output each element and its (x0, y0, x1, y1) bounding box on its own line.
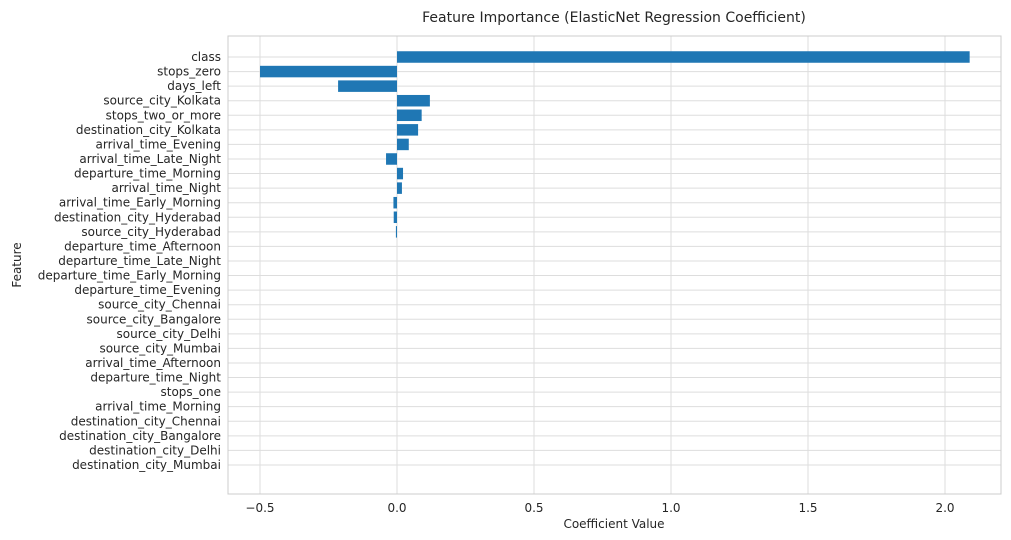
y-tick-label: arrival_time_Evening (96, 137, 221, 151)
bar-destination-city-hyderabad (393, 211, 397, 224)
grid-lines (228, 36, 1001, 494)
y-axis-label: Feature (10, 242, 24, 287)
y-tick-label: destination_city_Mumbai (72, 458, 221, 472)
bar-source-city-kolkata (397, 94, 430, 107)
bar-days-left (338, 80, 397, 92)
bar-arrival-time-late-night (386, 153, 397, 165)
bar-arrival-time-evening (397, 138, 409, 151)
bar-departure-time-morning (397, 167, 404, 180)
y-tick-label: source_city_Hyderabad (81, 225, 221, 239)
bars (260, 51, 970, 238)
bar-destination-city-kolkata (397, 124, 419, 136)
y-tick-label: source_city_Chennai (98, 298, 221, 312)
x-tick-labels: −0.5 0.0 0.5 1.0 1.5 2.0 (245, 501, 954, 515)
bar-source-city-hyderabad (395, 226, 397, 238)
y-tick-label: class (191, 50, 221, 64)
y-tick-label: arrival_time_Night (112, 181, 222, 195)
y-tick-label: departure_time_Afternoon (64, 239, 221, 253)
y-tick-label: departure_time_Night (90, 371, 221, 385)
x-tick-label: 2.0 (935, 501, 954, 515)
x-axis-label: Coefficient Value (563, 517, 664, 531)
y-tick-label: arrival_time_Late_Night (79, 152, 221, 166)
y-tick-label: destination_city_Delhi (89, 443, 221, 457)
y-tick-label: days_left (167, 79, 221, 93)
chart-title: Feature Importance (ElasticNet Regressio… (422, 10, 806, 26)
y-tick-label: destination_city_Bangalore (59, 429, 221, 443)
bar-arrival-time-night (397, 182, 402, 194)
y-tick-label: source_city_Mumbai (99, 341, 221, 355)
y-tick-label: source_city_Delhi (117, 327, 221, 341)
y-tick-label: arrival_time_Morning (95, 400, 221, 414)
bar-arrival-time-early-morning (393, 196, 397, 209)
y-tick-label: source_city_Bangalore (87, 312, 221, 326)
y-tick-label: source_city_Kolkata (103, 94, 221, 108)
x-tick-label: 0.0 (387, 501, 406, 515)
bar-stops-zero (260, 65, 397, 78)
x-tick-label: −0.5 (245, 501, 274, 515)
y-tick-label: departure_time_Evening (74, 283, 221, 297)
bar-class (397, 51, 970, 63)
y-tick-label: departure_time_Morning (74, 167, 221, 181)
y-tick-label: stops_zero (157, 65, 221, 79)
x-tick-label: 1.0 (661, 501, 680, 515)
plot-frame (227, 35, 1002, 495)
y-tick-label: destination_city_Chennai (71, 414, 221, 428)
y-tick-label: arrival_time_Early_Morning (59, 196, 221, 210)
bar-stops-two-or-more (397, 109, 422, 122)
y-tick-label: departure_time_Early_Morning (38, 269, 221, 283)
y-tick-label: destination_city_Hyderabad (54, 210, 221, 224)
y-tick-label: arrival_time_Afternoon (85, 356, 221, 370)
x-tick-label: 0.5 (524, 501, 543, 515)
x-tick-label: 1.5 (798, 501, 817, 515)
y-tick-label: stops_two_or_more (106, 108, 221, 122)
y-tick-labels: classstops_zerodays_leftsource_city_Kolk… (38, 50, 222, 472)
y-tick-label: departure_time_Late_Night (58, 254, 221, 268)
y-tick-label: destination_city_Kolkata (76, 123, 221, 137)
y-tick-label: stops_one (161, 385, 222, 399)
